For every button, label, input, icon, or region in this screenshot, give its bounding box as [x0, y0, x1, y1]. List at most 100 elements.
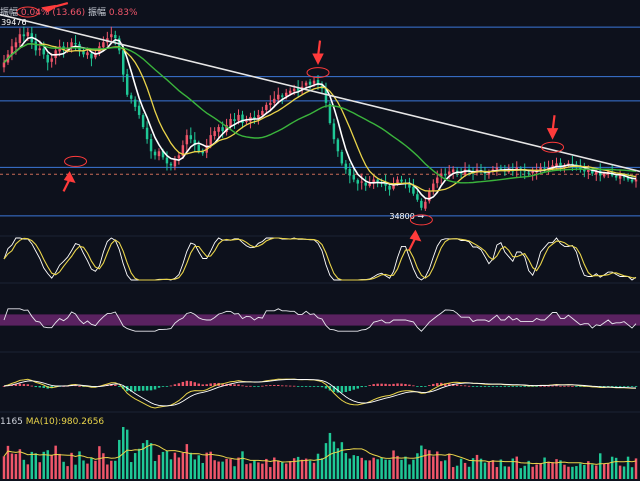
volume-bar	[193, 459, 197, 479]
change-abs: (13.66)	[52, 8, 86, 18]
volume-bar	[273, 457, 276, 479]
volume-bar	[511, 458, 515, 479]
volume-bar	[571, 466, 574, 479]
volume-bar	[46, 450, 49, 479]
macd-bar	[432, 383, 435, 386]
candle-body	[237, 114, 240, 121]
candle-body	[273, 98, 276, 103]
macd-bar	[602, 386, 606, 387]
volume-bar	[78, 451, 81, 479]
volume-bar	[118, 439, 121, 479]
candle-body	[18, 34, 22, 43]
macd-bar	[265, 385, 268, 387]
candle-body	[420, 200, 423, 208]
volume-bar	[388, 459, 391, 479]
volume-bar	[42, 451, 45, 479]
macd-dea-line	[3, 378, 637, 407]
volume-bar	[483, 462, 487, 479]
candle-body	[217, 127, 220, 132]
macd-bar	[539, 385, 542, 387]
volume-bar	[599, 453, 602, 479]
volume-bar	[340, 442, 344, 479]
macd-bar	[511, 386, 515, 387]
macd-bar	[277, 384, 280, 386]
volume-bar	[74, 464, 77, 479]
volume-bar	[324, 443, 328, 479]
volume-bar	[304, 458, 308, 479]
candle-body	[451, 169, 455, 173]
candle-body	[443, 174, 447, 176]
volume-bar	[471, 458, 475, 479]
macd-bar	[479, 386, 483, 387]
candle-body	[181, 145, 185, 156]
volume-bar	[173, 452, 177, 479]
candle-body	[193, 139, 197, 146]
volume-bar	[233, 466, 236, 479]
volume-bar	[308, 460, 312, 479]
price-header: 振幅 0.04% (13.66) 振幅 0.83%	[0, 8, 138, 19]
macd-bar	[141, 386, 145, 391]
volume-bar	[284, 463, 288, 479]
macd-bar	[157, 386, 161, 388]
macd-bar	[133, 386, 137, 392]
volume-bar	[265, 458, 268, 479]
macd-bar	[145, 386, 149, 391]
macd-bar	[153, 386, 157, 390]
macd-bar	[467, 385, 471, 387]
volume-value: 1165	[0, 417, 23, 427]
candle-body	[543, 168, 546, 170]
macd-bar	[618, 386, 622, 387]
macd-bar	[555, 385, 558, 387]
candle-body	[86, 52, 89, 56]
candle-body	[14, 42, 18, 48]
macd-bar	[78, 385, 81, 387]
candle-body	[324, 88, 328, 103]
volume-bar	[209, 451, 212, 479]
volume-bar	[622, 466, 626, 479]
volume-bar	[332, 441, 336, 479]
candle-body	[308, 81, 312, 85]
candle-body	[595, 171, 598, 175]
amplitude-label: 振幅	[0, 8, 19, 18]
candle-body	[551, 165, 554, 168]
volume-bar	[225, 458, 228, 479]
volume-ma-line	[3, 444, 637, 465]
candle-body	[602, 173, 606, 177]
candle-body	[122, 50, 125, 75]
volume-bar	[185, 444, 189, 479]
macd-bar	[499, 386, 503, 387]
macd-bar	[229, 383, 232, 386]
volume-bar	[221, 461, 224, 479]
macd-bar	[241, 385, 244, 387]
volume-ma-label: MA(10):980.2656	[25, 417, 105, 427]
volume-bar	[177, 457, 181, 479]
candle-body	[463, 169, 467, 175]
candle-body	[447, 171, 451, 175]
candle-body	[34, 41, 38, 51]
volume-bar	[396, 455, 399, 479]
highlight-circle-1	[64, 155, 88, 167]
volume-bar	[102, 453, 105, 479]
volume-bar	[205, 452, 208, 479]
macd-bar	[316, 386, 320, 387]
volume-bar	[392, 450, 395, 479]
volume-bar	[467, 466, 471, 479]
candle-body	[440, 173, 443, 177]
macd-bar	[559, 385, 562, 387]
volume-bar	[416, 453, 419, 479]
candle-body	[455, 170, 459, 172]
candle-body	[46, 54, 49, 63]
highlight-circle-4	[541, 141, 565, 153]
macd-bar	[292, 385, 296, 387]
macd-bar	[165, 386, 169, 387]
volume-bar	[618, 465, 622, 479]
candle-body	[587, 169, 590, 173]
candle-body	[412, 186, 415, 194]
candle-body	[618, 175, 622, 179]
candle-body	[630, 179, 634, 182]
macd-bar	[380, 383, 383, 386]
candle-body	[225, 125, 228, 133]
macd-bar	[304, 386, 308, 387]
candle-body	[169, 163, 173, 166]
macd-bar	[189, 381, 193, 386]
